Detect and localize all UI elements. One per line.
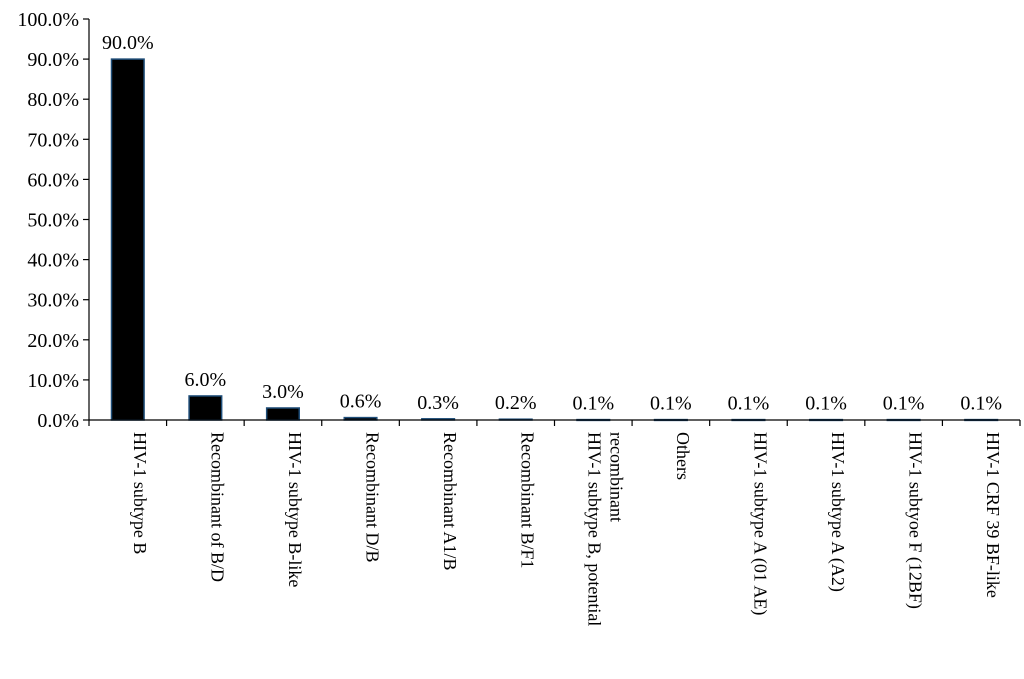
data-label: 0.2% — [495, 392, 537, 414]
y-tick-label: 100.0% — [17, 9, 79, 31]
data-labels: 90.0% 6.0% 3.0% 0.6% 0.3% 0.2% 0.1% 0.1% 0.1% 0.1… — [102, 32, 1002, 414]
y-tick-label: 20.0% — [27, 330, 79, 352]
data-label: 0.1% — [572, 393, 614, 415]
category-label: Recombinant D/B — [363, 432, 383, 562]
category-label: HIV-1 subtype A (A2) — [827, 432, 848, 592]
y-tick-label: 60.0% — [27, 169, 79, 191]
category-label: Others — [673, 432, 693, 480]
category-label: Recombinant A1/B — [440, 432, 460, 571]
y-tick-label: 80.0% — [27, 89, 79, 111]
data-label: 3.0% — [262, 381, 304, 403]
category-label: HIV-1 CRF 39 BF-like — [983, 432, 1003, 598]
data-label: 0.1% — [883, 393, 925, 415]
bar — [265, 407, 301, 421]
data-label: 0.1% — [960, 393, 1002, 415]
data-label: 0.3% — [417, 392, 459, 414]
y-tick-label: 30.0% — [27, 290, 79, 312]
category-label: Recombinant of B/D — [207, 432, 227, 582]
y-tick-label: 50.0% — [27, 210, 79, 232]
data-label: 0.1% — [728, 393, 770, 415]
data-label: 0.1% — [650, 393, 692, 415]
category-label: HIV-1 subtype B, potential — [584, 432, 604, 626]
bars — [110, 58, 999, 422]
data-label: 90.0% — [102, 32, 154, 54]
category-label: HIV-1 subtype B — [130, 432, 150, 554]
category-label: recombinant — [606, 432, 626, 522]
x-axis: HIV-1 subtype B Recombinant of B/D HIV-1 s… — [88, 419, 1021, 626]
y-tick-label: 90.0% — [27, 49, 79, 71]
data-label: 0.6% — [340, 391, 382, 413]
bar — [110, 58, 145, 421]
y-tick-label: 0.0% — [37, 410, 79, 432]
y-tick-label: 10.0% — [27, 370, 79, 392]
y-tick-label: 70.0% — [27, 129, 79, 151]
y-tick-label: 40.0% — [27, 250, 79, 272]
data-label: 0.1% — [805, 393, 847, 415]
data-label: 6.0% — [185, 369, 227, 391]
category-label: Recombinant B/F1 — [518, 432, 538, 569]
bar — [188, 395, 223, 421]
category-label: HIV-1 subtype B-like — [285, 432, 305, 587]
y-axis: 0.0% 10.0% 20.0% 30.0% 40.0% 50.0% 60.0% 70.0% 8… — [17, 9, 90, 432]
category-label: HIV-1 subtype A (01 AE) — [749, 432, 770, 615]
category-label: HIV-1 subtyoe F (12BF) — [905, 432, 926, 609]
